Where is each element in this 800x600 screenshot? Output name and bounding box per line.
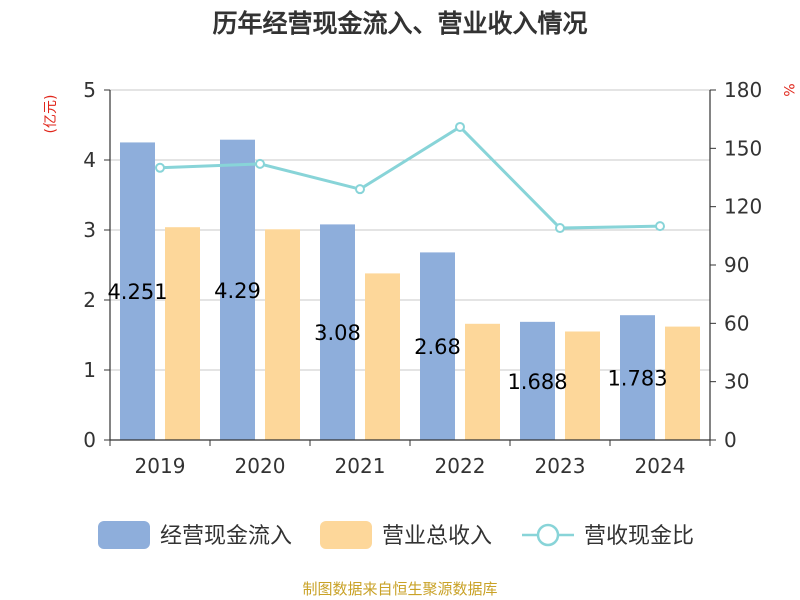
bar-revenue-2024 <box>665 326 700 440</box>
x-tick-label: 2023 <box>535 454 586 478</box>
right-tick-label: 180 <box>724 78 762 102</box>
bar-revenue-2020 <box>265 229 300 440</box>
grid-lines <box>110 89 710 371</box>
bar-cash-inflow-2019 <box>120 142 155 440</box>
right-tick-label: 150 <box>724 136 762 160</box>
legend-swatch-revenue <box>320 521 372 549</box>
legend-label-ratio: 营收现金比 <box>584 524 694 549</box>
bar-cash-inflow-2020 <box>220 139 255 440</box>
bar-cash-inflow-2021 <box>320 224 355 440</box>
axes-layer: 0 1 2 3 4 5 0 30 60 90 120 150 180 2019 2020 2021 2022 20… <box>83 78 762 478</box>
left-axis-unit: (亿元) <box>43 95 59 134</box>
bar-cash-inflow-2024 <box>620 315 655 440</box>
ratio-point-2024 <box>655 221 665 232</box>
data-label-cash-2024: 1.783 <box>607 367 667 391</box>
x-tick-label: 2022 <box>435 454 486 478</box>
legend-swatch-ratio-marker <box>536 523 560 547</box>
data-label-cash-2019: 4.251 <box>107 280 167 304</box>
ratio-point-2021 <box>355 184 365 195</box>
legend-swatch-cash-inflow <box>98 521 150 549</box>
ratio-point-2019 <box>155 162 165 173</box>
left-tick-label: 5 <box>83 78 96 102</box>
bar-cash-inflow-2022 <box>420 252 455 440</box>
bar-cash-inflow-2023 <box>520 321 555 440</box>
left-tick-label: 1 <box>83 358 96 382</box>
bars-layer <box>120 139 700 440</box>
left-tick-label: 4 <box>83 148 96 172</box>
data-label-cash-2022: 2.68 <box>414 335 461 359</box>
right-axis-unit: % <box>780 83 796 96</box>
bar-revenue-2021 <box>365 273 400 440</box>
data-label-cash-2020: 4.29 <box>214 279 261 303</box>
data-labels-layer: 4.251 4.29 3.08 2.68 1.688 1.783 <box>107 279 667 394</box>
x-tick-label: 2020 <box>235 454 286 478</box>
bar-revenue-2023 <box>565 331 600 440</box>
ratio-point-2023 <box>555 223 565 234</box>
x-tick-label: 2024 <box>635 454 686 478</box>
x-tick-label: 2019 <box>135 454 186 478</box>
ratio-point-2020 <box>255 158 265 169</box>
right-tick-label: 60 <box>724 311 749 335</box>
ratio-line <box>159 125 661 230</box>
left-tick-label: 0 <box>83 428 96 452</box>
x-tick-label: 2021 <box>335 454 386 478</box>
bar-revenue-2022 <box>465 323 500 440</box>
bar-revenue-2019 <box>165 227 200 440</box>
left-tick-label: 3 <box>83 218 96 242</box>
right-tick-label: 120 <box>724 195 762 219</box>
data-label-cash-2023: 1.688 <box>507 370 567 394</box>
right-tick-label: 0 <box>724 428 737 452</box>
right-tick-label: 30 <box>724 370 749 394</box>
left-tick-label: 2 <box>83 288 96 312</box>
legend-label-revenue: 营业总收入 <box>382 524 492 549</box>
right-tick-label: 90 <box>724 253 749 277</box>
chart-title: 历年经营现金流入、营业收入情况 <box>212 9 587 38</box>
legend: 经营现金流入 营业总收入 营收现金比 <box>98 521 694 549</box>
line-layer <box>155 121 665 234</box>
ratio-point-2022 <box>455 121 465 132</box>
legend-label-cash-inflow: 经营现金流入 <box>160 524 292 549</box>
data-label-cash-2021: 3.08 <box>314 321 361 345</box>
source-note: 制图数据来自恒生聚源数据库 <box>302 580 497 598</box>
